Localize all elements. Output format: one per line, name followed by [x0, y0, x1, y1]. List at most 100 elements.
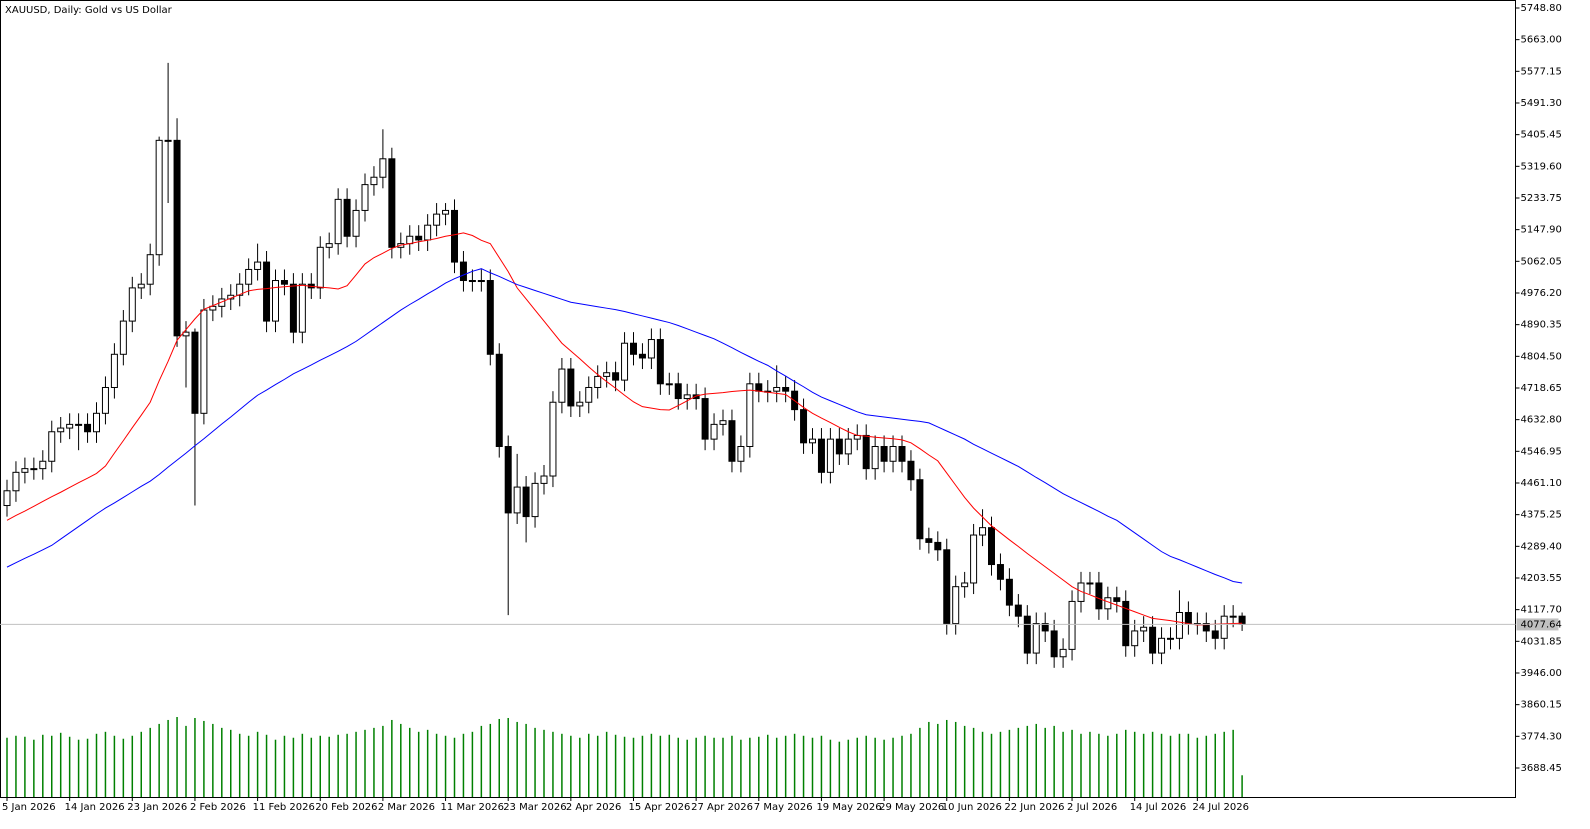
volume-bar	[543, 729, 545, 797]
y-tick-label: 4117.70	[1521, 605, 1562, 616]
candle-body	[486, 280, 494, 355]
candle-body	[110, 353, 118, 388]
candle-body	[898, 446, 906, 462]
candle-body	[826, 438, 834, 473]
volume-bar	[1196, 737, 1199, 797]
volume-bar	[256, 731, 259, 797]
volume-bar	[972, 727, 975, 797]
volume-bar	[382, 725, 384, 797]
volume-bar	[319, 735, 321, 797]
candle-body	[719, 420, 727, 425]
candle-body	[182, 331, 190, 337]
volume-bar	[24, 736, 26, 797]
candle-body	[468, 280, 476, 283]
volume-bar	[409, 727, 411, 797]
volume-bar	[937, 723, 939, 797]
candle-body	[737, 446, 745, 462]
candle-body	[728, 420, 736, 462]
volume-bar	[596, 735, 599, 797]
volume-bar	[95, 733, 98, 797]
candle-body	[889, 446, 897, 462]
candle-body	[280, 280, 288, 285]
candle-body	[119, 320, 127, 355]
candle-body	[638, 353, 646, 359]
candle-body	[961, 582, 969, 588]
y-tick-label: 3774.30	[1521, 731, 1562, 742]
candle-body	[191, 331, 199, 414]
volume-bar	[265, 734, 268, 797]
volume-bar	[1062, 731, 1064, 797]
x-tick-label: 2 Apr 2026	[566, 802, 621, 813]
candle-body	[1005, 578, 1013, 606]
volume-bar	[614, 734, 617, 797]
x-tick-label: 10 Jun 2026	[942, 802, 1002, 813]
volume-bar	[274, 739, 277, 797]
volume-bar	[534, 727, 536, 797]
volume-bar	[435, 733, 438, 797]
candle-body	[549, 401, 557, 477]
volume-bar	[247, 735, 250, 797]
volume-bar	[516, 721, 518, 797]
volume-bar	[588, 733, 590, 797]
volume-bar	[561, 733, 563, 797]
volume-bar	[364, 729, 366, 797]
candle-body	[701, 398, 709, 440]
volume-bar	[1116, 733, 1118, 797]
last-price-box	[1516, 618, 1559, 631]
volume-bar	[740, 739, 742, 797]
candle-body	[3, 490, 11, 507]
candle-body	[862, 434, 870, 470]
candle-body	[988, 527, 995, 566]
volume-bar	[426, 729, 429, 797]
volume-bar	[1008, 729, 1011, 797]
candle-body	[1122, 600, 1130, 647]
candle-body	[576, 401, 584, 407]
y-tick-label: 5491.30	[1521, 98, 1562, 109]
volume-bar	[471, 731, 474, 797]
volume-bar	[1053, 725, 1055, 797]
volume-bar	[221, 727, 223, 797]
volume-bar	[704, 735, 706, 797]
candle-body	[477, 280, 485, 283]
candle-body	[39, 460, 47, 470]
candle-body	[289, 283, 297, 333]
y-tick-label: 5319.60	[1521, 161, 1562, 172]
candle-body	[531, 482, 539, 518]
y-tick-label: 4976.20	[1521, 288, 1562, 299]
volume-bar	[1232, 729, 1234, 797]
volume-bar	[981, 731, 984, 797]
x-tick-label: 22 Jun 2026	[1004, 802, 1064, 813]
candle-body	[433, 213, 441, 226]
volume-bar	[525, 723, 527, 797]
volume-bar	[51, 735, 53, 797]
candle-body	[844, 438, 852, 455]
candle-body	[809, 438, 816, 444]
volume-bar	[713, 737, 715, 797]
volume-bar	[444, 735, 447, 797]
volume-bar	[1080, 733, 1082, 797]
volume-bar	[883, 739, 885, 797]
candle-body	[66, 423, 74, 429]
volume-bar	[337, 734, 339, 797]
volume-bar	[1125, 729, 1127, 797]
volume-bar	[722, 737, 724, 797]
candle-body	[817, 438, 825, 473]
candle-body	[656, 339, 664, 385]
last-price-label: 4077.64	[1521, 619, 1562, 630]
candle-body	[1113, 597, 1121, 602]
candle-body	[406, 235, 414, 245]
volume-bar	[140, 731, 142, 797]
candle-body	[209, 305, 217, 311]
candle-body	[513, 486, 521, 514]
candle-body	[442, 209, 450, 215]
candle-body	[1220, 615, 1228, 639]
x-tick-label: 14 Jul 2026	[1130, 802, 1187, 813]
candle-body	[21, 468, 29, 473]
candle-body	[916, 479, 924, 540]
volume-bar	[820, 735, 823, 797]
x-tick-label: 11 Feb 2026	[253, 802, 315, 813]
candle-body	[1023, 615, 1031, 654]
candle-body	[567, 368, 575, 407]
volume-bar	[453, 737, 456, 797]
plot-frame	[0, 0, 1516, 798]
